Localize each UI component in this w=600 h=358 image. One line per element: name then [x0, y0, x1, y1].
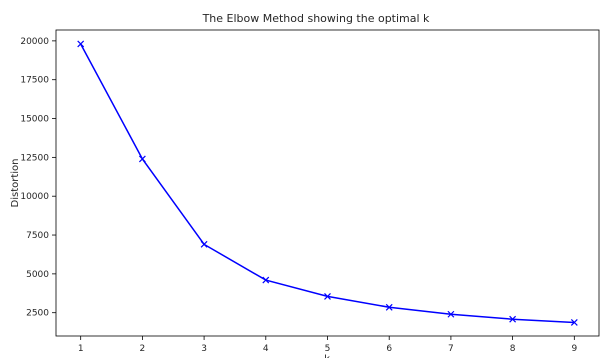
y-tick-label: 17500: [20, 76, 49, 86]
data-point-marker: [262, 276, 270, 284]
data-point-marker: [570, 319, 578, 326]
data-point-marker: [200, 240, 208, 248]
x-axis: 1 2 3 4 5 6 7 8 9: [78, 336, 577, 354]
data-point-marker: [447, 310, 455, 318]
x-tick-label: 8: [510, 344, 516, 354]
data-point-marker: [77, 40, 85, 48]
x-tick-label: 6: [386, 344, 392, 354]
y-axis: 2500 5000 7500 10000 12500 15000 17500 20000: [20, 37, 56, 319]
x-tick-label: 1: [78, 344, 84, 354]
data-point-marker: [324, 292, 331, 300]
y-axis-label: Distortion: [10, 159, 21, 208]
data-point-marker: [509, 315, 517, 323]
x-tick-label: 3: [201, 344, 207, 354]
data-point-marker: [385, 303, 393, 311]
y-tick-label: 20000: [20, 37, 49, 47]
x-axis-label: k: [324, 354, 330, 358]
x-tick-label: 9: [571, 344, 577, 354]
y-tick-label: 2500: [26, 309, 49, 319]
x-tick-label: 4: [263, 344, 269, 354]
x-tick-label: 5: [325, 344, 331, 354]
y-tick-label: 15000: [20, 115, 49, 125]
chart-title: The Elbow Method showing the optimal k: [202, 12, 430, 25]
distortion-line: [80, 43, 575, 324]
x-tick-label: 2: [140, 344, 146, 354]
y-tick-label: 10000: [20, 192, 49, 202]
y-tick-label: 7500: [26, 231, 49, 241]
y-tick-label: 5000: [26, 270, 49, 280]
plot-frame: [55, 29, 600, 337]
y-tick-label: 12500: [20, 153, 49, 163]
series-layer: [77, 40, 578, 326]
data-point-marker: [138, 155, 146, 163]
x-tick-label: 7: [448, 344, 454, 354]
